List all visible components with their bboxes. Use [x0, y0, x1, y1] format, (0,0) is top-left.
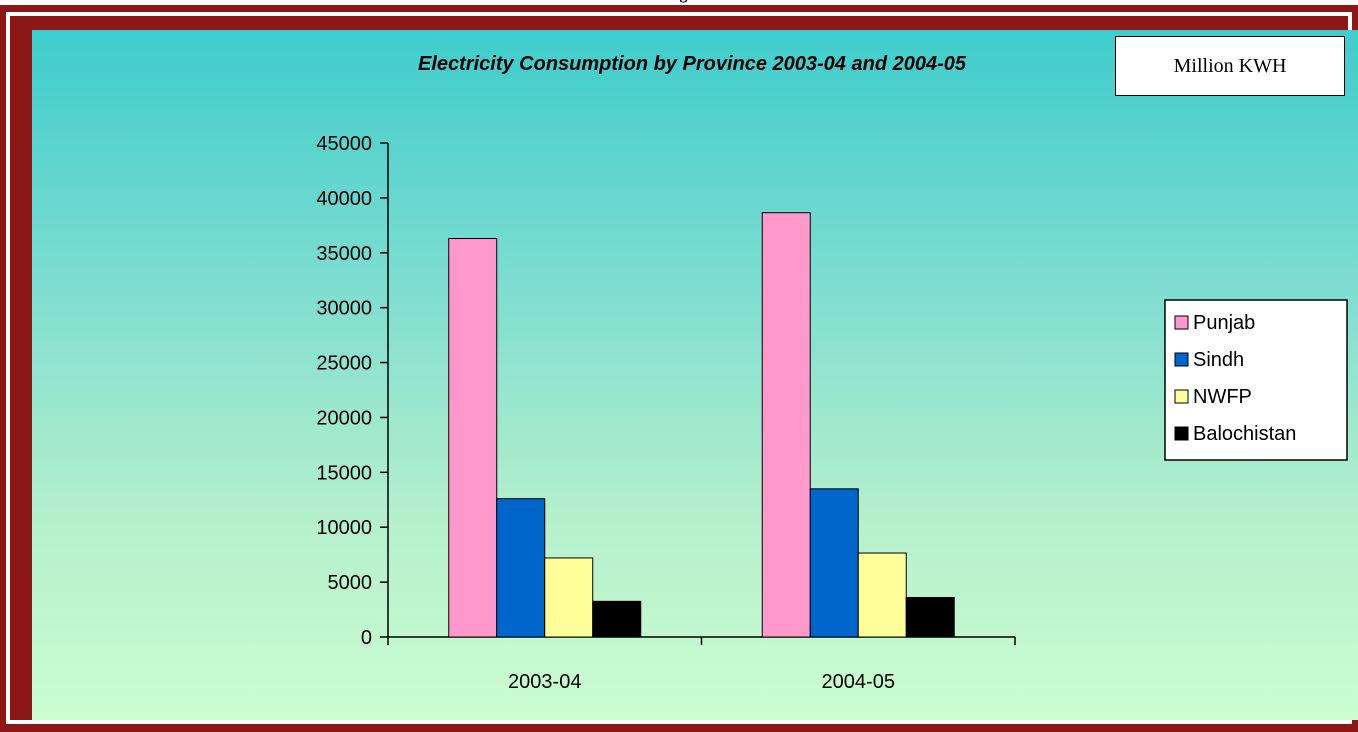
bar-balochistan-2004-05 [905, 596, 955, 638]
bar-nwfp-2003-04 [544, 557, 594, 638]
y-tick-label: 45000 [316, 133, 372, 155]
legend-label-balochistan: Balochistan [1193, 423, 1296, 445]
legend-label-sindh: Sindh [1193, 349, 1244, 371]
legend-swatch-sindh [1174, 352, 1189, 367]
chart-background [32, 30, 1358, 720]
x-tick-label: 2004-05 [822, 671, 895, 693]
y-tick-label: 25000 [316, 353, 372, 375]
y-tick-label: 5000 [328, 572, 373, 594]
y-tick-label: 30000 [316, 298, 372, 320]
legend-label-punjab: Punjab [1193, 312, 1255, 334]
x-tick-label: 2003-04 [508, 671, 581, 693]
bar-nwfp-2004-05 [857, 552, 907, 638]
y-tick-label: 0 [361, 627, 372, 649]
legend-swatch-nwfp [1174, 389, 1189, 404]
unit-label: Million KWH [1173, 54, 1287, 77]
y-tick-label: 15000 [316, 462, 372, 484]
y-tick-label: 10000 [316, 517, 372, 539]
bar-balochistan-2003-04 [592, 600, 642, 638]
y-tick-label: 40000 [316, 188, 372, 210]
bar-punjab-2004-05 [761, 212, 811, 638]
legend-swatch-punjab [1174, 315, 1189, 330]
cropped-heading-text: rg [600, 0, 760, 4]
chart-legend: Punjab Sindh NWFP Balochistan [1164, 299, 1348, 461]
bar-punjab-2003-04 [448, 238, 498, 638]
legend-box [1164, 299, 1348, 461]
legend-label-nwfp: NWFP [1193, 386, 1252, 408]
unit-label-box: Million KWH [1115, 36, 1345, 96]
bar-sindh-2004-05 [809, 488, 859, 638]
chart-title: Electricity Consumption by Province 2003… [418, 53, 967, 75]
legend-swatch-balochistan [1174, 426, 1189, 441]
y-tick-label: 35000 [316, 243, 372, 265]
y-tick-label: 20000 [316, 407, 372, 429]
bar-sindh-2003-04 [496, 498, 546, 638]
chart-bars [448, 212, 955, 638]
